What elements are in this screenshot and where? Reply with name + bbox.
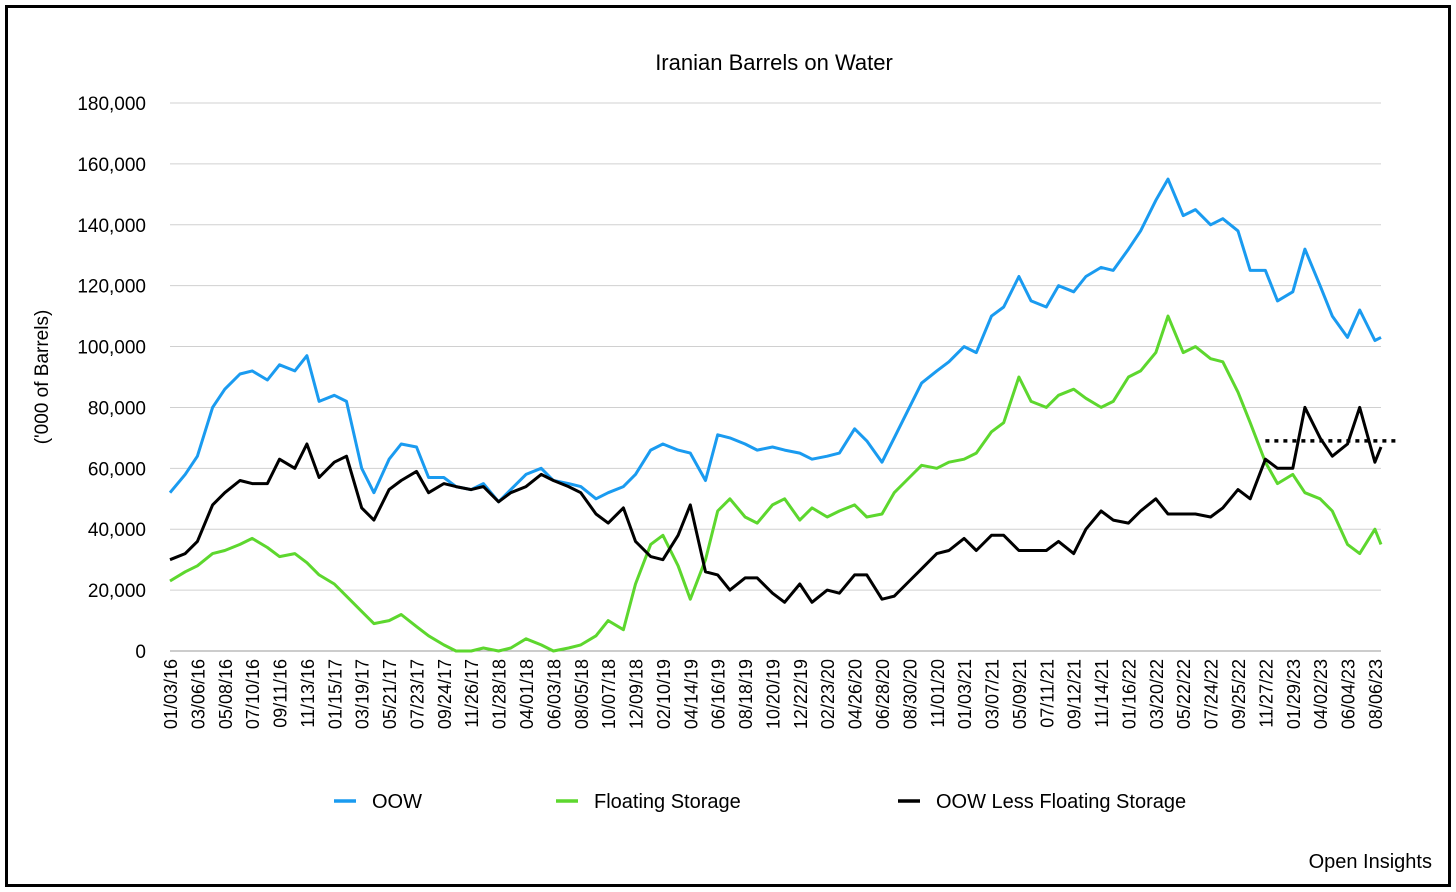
x-tick-label: 07/11/21 [1037,659,1057,728]
x-tick-label: 08/18/19 [736,659,756,729]
x-tick-label: 05/09/21 [1010,659,1030,729]
x-tick-label: 05/21/17 [380,659,400,729]
y-tick-label: 40,000 [88,520,146,541]
y-axis-label: ('000 of Barrels) [32,310,53,445]
legend-label: OOW Less Floating Storage [936,791,1186,813]
y-tick-label: 100,000 [77,338,146,359]
x-tick-label: 09/11/16 [271,659,291,728]
x-tick-label: 09/25/22 [1229,659,1249,729]
y-tick-label: 80,000 [88,398,146,419]
x-tick-label: 03/06/16 [188,659,208,729]
x-tick-label: 11/13/16 [298,659,318,728]
x-tick-label: 04/01/18 [517,659,537,729]
x-tick-label: 03/20/22 [1147,659,1167,729]
line-chart: Iranian Barrels on Water 0 20,000 40,000 60,… [32,50,1397,813]
x-tick-label: 04/14/19 [681,659,701,729]
x-tick-label: 10/07/18 [599,659,619,729]
x-tick-label: 11/27/22 [1256,659,1276,728]
x-tick-label: 06/03/18 [544,659,564,729]
x-tick-label: 06/04/23 [1339,659,1359,729]
x-tick-label: 03/07/21 [983,659,1003,729]
series-line [168,177,1382,504]
legend-label: OOW [372,791,422,813]
series-line [169,314,1383,653]
x-tick-label: 05/08/16 [216,659,236,729]
x-tick-label: 08/30/20 [900,659,920,729]
source-credit: Open Insights [1308,851,1432,873]
x-tick-label: 04/02/23 [1311,659,1331,729]
x-tick-label: 01/15/17 [325,659,345,729]
y-tick-label: 140,000 [77,216,146,237]
x-tick-label: 09/24/17 [435,659,455,729]
series-line [169,405,1383,604]
x-tick-label: 10/20/19 [763,659,783,729]
x-tick-label: 11/26/17 [462,659,482,728]
x-tick-label: 08/06/23 [1366,659,1386,729]
x-tick-label: 01/29/23 [1284,659,1304,729]
x-tick-label: 03/19/17 [353,659,373,729]
x-tick-label: 01/16/22 [1119,659,1139,729]
x-tick-label: 06/16/19 [709,659,729,729]
legend-label: Floating Storage [594,791,741,813]
x-tick-label: 04/26/20 [846,659,866,729]
x-tick-label: 08/05/18 [572,659,592,729]
x-tick-label: 02/10/19 [654,659,674,729]
x-tick-label: 12/22/19 [791,659,811,729]
x-tick-label: 01/28/18 [490,659,510,729]
x-tick-label: 12/09/18 [627,659,647,729]
x-tick-label: 11/01/20 [928,659,948,728]
y-tick-label: 180,000 [77,94,146,115]
x-tick-label: 07/10/16 [243,659,263,729]
y-tick-label: 60,000 [88,459,146,480]
x-tick-label: 06/28/20 [873,659,893,729]
chart-title: Iranian Barrels on Water [655,50,893,75]
y-tick-label: 160,000 [77,155,146,176]
x-tick-label: 02/23/20 [818,659,838,729]
x-tick-label: 11/14/21 [1092,659,1112,728]
x-tick-label: 07/24/22 [1202,659,1222,729]
x-tick-label: 07/23/17 [407,659,427,729]
chart-frame: Iranian Barrels on Water 0 20,000 40,000 60,… [5,5,1451,887]
y-tick-label: 120,000 [77,277,146,298]
y-tick-label: 20,000 [88,581,146,602]
y-tick-label: 0 [135,642,146,663]
x-tick-label: 09/12/21 [1065,659,1085,729]
x-tick-label: 05/22/22 [1174,659,1194,729]
x-tick-label: 01/03/16 [161,659,181,729]
x-tick-label: 01/03/21 [955,659,975,729]
